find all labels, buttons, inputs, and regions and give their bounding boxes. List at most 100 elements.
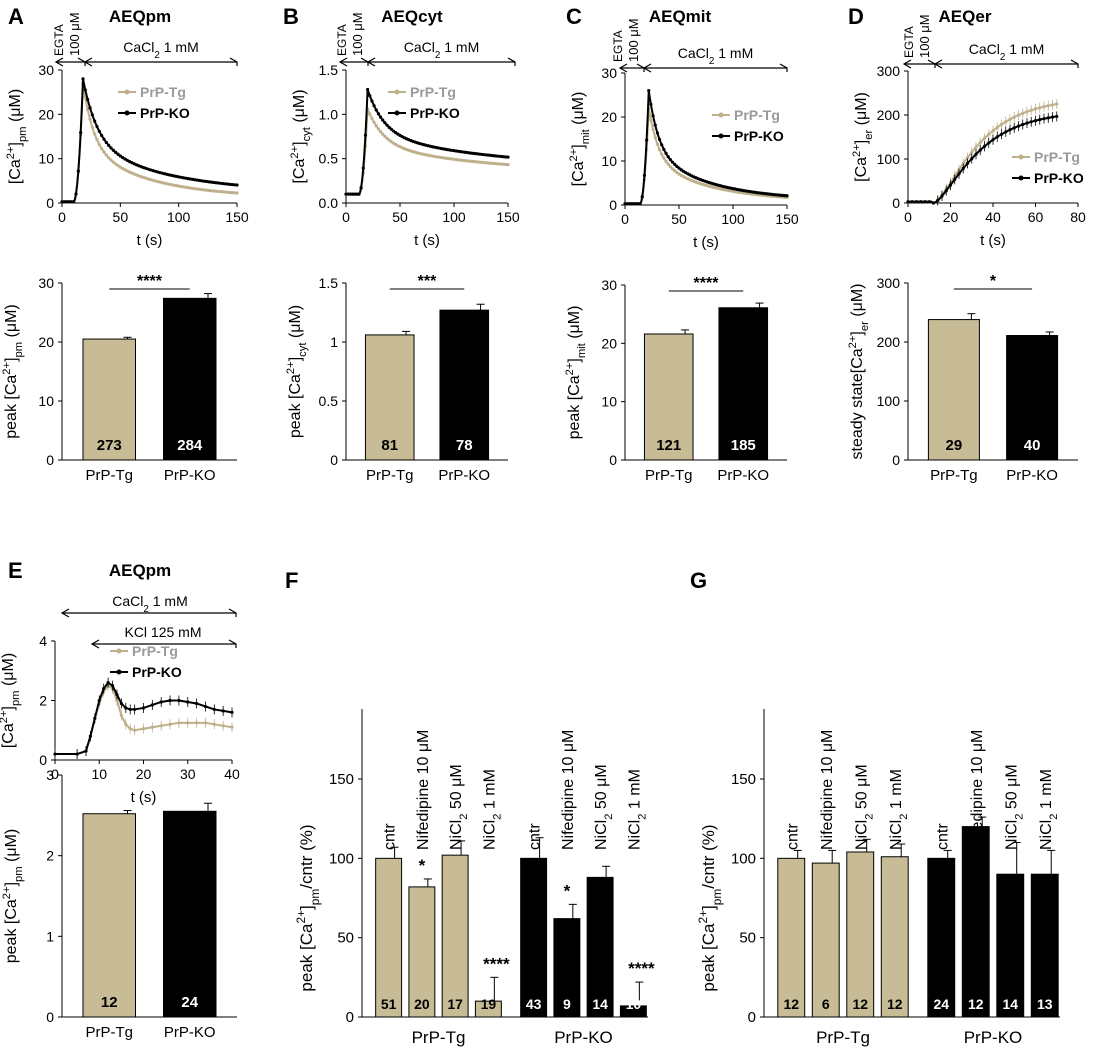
bar-n-label: 40: [1024, 437, 1041, 454]
y-axis-title: [Ca2+]pm (μM): [0, 653, 22, 748]
x-category-label: PrP-Tg: [85, 1024, 133, 1041]
x-axis-title: t (s): [693, 234, 719, 251]
bar-n-label: 10: [626, 996, 642, 1012]
y-tick-label: 30: [38, 62, 54, 78]
label-part: peak [Ca: [3, 899, 20, 963]
y-tick-label: 1.0: [319, 106, 339, 122]
group-label: PrP-KO: [964, 1028, 1023, 1047]
x-category-label: PrP-KO: [164, 467, 216, 484]
label-part: 1 mM: [481, 769, 498, 813]
group-label: PrP-Tg: [816, 1028, 870, 1047]
data-point: [506, 156, 509, 159]
x-category-label: PrP-KO: [717, 467, 769, 484]
y-tick-label: 10: [38, 393, 54, 409]
label-part: 2+: [294, 910, 308, 924]
legend-marker: [395, 111, 400, 116]
data-point: [658, 148, 661, 151]
x-category-label: PrP-Tg: [930, 467, 978, 484]
data-point: [95, 125, 98, 128]
data-point: [667, 163, 670, 166]
treatment-label: NiCl2 1 mM: [626, 769, 648, 850]
y-tick-label: 2: [39, 693, 47, 709]
data-point: [379, 130, 382, 133]
label-part: EGTA: [902, 26, 916, 58]
y-tick-label: 1: [330, 334, 338, 350]
bar: [962, 827, 989, 1017]
bar-n-label: 24: [933, 996, 949, 1012]
data-point: [649, 118, 652, 121]
cacl-label: CaCl2 1 mM: [404, 39, 479, 61]
significance-stars: ****: [628, 959, 655, 978]
kcl-label: KCl 125 mM: [124, 624, 201, 640]
label-part: (μM): [566, 306, 583, 344]
group-label: PrP-KO: [554, 1028, 613, 1047]
y-tick-label: 10: [601, 394, 617, 410]
y-axis-title: steady state[Ca2+]er (μM): [847, 284, 871, 460]
data-point: [669, 158, 672, 161]
bar-n-label: 17: [447, 996, 463, 1012]
data-point: [357, 193, 360, 196]
legend-marker: [719, 113, 724, 118]
data-point: [377, 112, 380, 115]
legend-marker: [1019, 176, 1024, 181]
x-tick-label: 20: [943, 209, 959, 225]
y-tick-label: 100: [877, 393, 901, 409]
x-tick-label: 150: [496, 209, 520, 225]
legend-marker: [117, 649, 122, 654]
treatment-label: Nifedipine 10 μM: [560, 730, 577, 850]
label-part: /cntr (%): [699, 824, 718, 888]
label-part: CaCl: [969, 41, 1000, 57]
y-tick-label: 0: [609, 452, 617, 468]
data-point: [660, 153, 663, 156]
x-axis-title: t (s): [131, 789, 157, 806]
treatment-label: cntr: [527, 823, 544, 850]
label-part: EGTA: [52, 24, 66, 56]
label-part: NiCl: [481, 820, 498, 850]
bar-n-label: 78: [456, 437, 473, 454]
y-axis-title: peak [Ca2+]pm/cntr (%): [696, 824, 724, 991]
y-tick-label: 0: [46, 1009, 54, 1025]
data-point: [375, 124, 378, 127]
data-point: [785, 194, 788, 197]
bar: [928, 858, 955, 1017]
bar-n-label: 14: [592, 996, 608, 1012]
y-tick-label: 30: [601, 277, 617, 293]
egta-label: EGTA: [902, 26, 916, 58]
data-point: [658, 138, 661, 141]
label-part: (μM): [853, 92, 870, 130]
legend-label: PrP-KO: [1034, 170, 1084, 186]
label-part: 2+: [851, 144, 863, 157]
data-point: [79, 131, 82, 134]
label-part: cyt: [301, 126, 313, 141]
data-point: [651, 114, 654, 117]
data-point: [379, 115, 382, 118]
data-point: [93, 132, 96, 135]
data-point: [364, 134, 367, 137]
label-part: 1 mM: [714, 45, 753, 61]
label-part: 1 mM: [626, 769, 643, 813]
egta-conc-label: 100 μM: [67, 12, 82, 56]
label-part: 1 mM: [160, 39, 199, 55]
label-part: cntr: [527, 823, 544, 850]
label-part: pm: [308, 889, 322, 906]
data-point: [654, 124, 657, 127]
panel-title: AEQpm: [109, 561, 171, 580]
significance-stars: *: [419, 856, 426, 875]
x-tick-label: 0: [58, 209, 66, 225]
y-tick-label: 0: [748, 1009, 756, 1026]
data-point: [98, 143, 101, 146]
label-part: 50 μM: [448, 764, 465, 813]
data-point: [100, 134, 103, 137]
significance-stars: ****: [483, 954, 510, 973]
label-part: [Ca: [291, 159, 308, 184]
panel-letter: D: [848, 4, 864, 29]
label-part: (μM): [3, 829, 20, 867]
label-part: NiCl: [1038, 820, 1055, 850]
label-part: EGTA: [611, 30, 625, 62]
data-point: [88, 118, 91, 121]
label-part: (μM): [291, 89, 308, 127]
egta-conc-label: 100 μM: [350, 12, 365, 56]
data-point: [88, 106, 91, 109]
label-part: 2+: [696, 910, 710, 924]
x-tick-label: 100: [721, 211, 745, 227]
